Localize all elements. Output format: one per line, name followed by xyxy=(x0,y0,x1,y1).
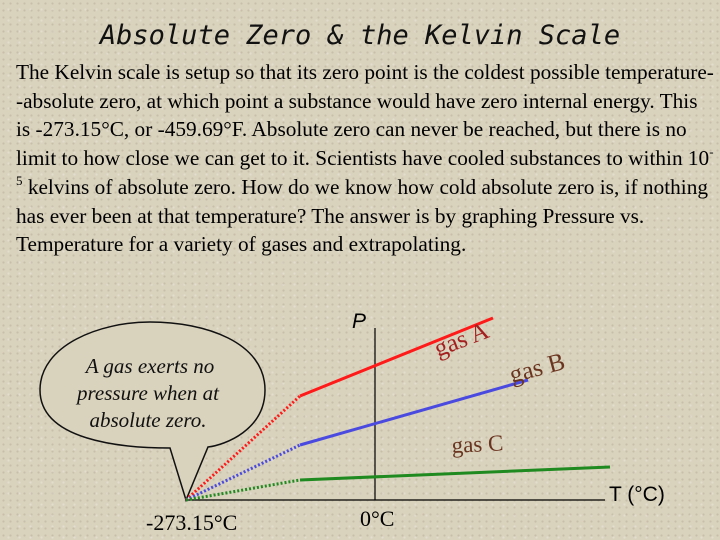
callout-line-1: A gas exerts no xyxy=(84,354,215,378)
gas-b-label: gas B xyxy=(507,348,568,389)
gas-a-extrapolation xyxy=(184,394,302,502)
gas-b-line xyxy=(299,378,529,447)
explanation-paragraph: The Kelvin scale is setup so that its ze… xyxy=(16,58,716,259)
gas-c-line xyxy=(299,465,611,482)
paragraph-exponent: -5 xyxy=(16,144,714,188)
y-axis-label: P xyxy=(352,310,366,333)
slide-title: Absolute Zero & the Kelvin Scale xyxy=(99,20,621,51)
absolute-zero-label: -273.15°C xyxy=(146,510,237,535)
callout-line-2: pressure when at xyxy=(75,381,220,405)
gas-b-extrapolation xyxy=(185,443,301,502)
callout-line-3: absolute zero. xyxy=(89,408,206,432)
zero-celsius-label: 0°C xyxy=(360,506,394,531)
gas-a-label: gas A xyxy=(430,317,492,362)
paragraph-part-1: The Kelvin scale is setup so that its ze… xyxy=(16,60,714,171)
gas-c-extrapolation xyxy=(185,478,301,502)
callout-bubble xyxy=(39,321,266,503)
gas-c-label: gas C xyxy=(451,430,504,458)
paragraph-part-2: kelvins of absolute zero. How do we know… xyxy=(16,174,709,257)
gas-a-line xyxy=(299,316,494,398)
x-axis-label: T (°C) xyxy=(609,483,665,506)
